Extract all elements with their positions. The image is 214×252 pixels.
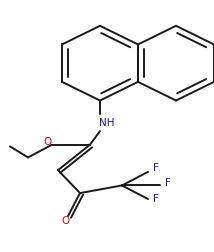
Text: F: F <box>153 164 159 173</box>
Text: O: O <box>61 216 69 226</box>
Text: F: F <box>165 178 171 188</box>
Text: F: F <box>153 194 159 204</box>
Text: NH: NH <box>99 118 115 128</box>
Text: O: O <box>44 137 52 147</box>
